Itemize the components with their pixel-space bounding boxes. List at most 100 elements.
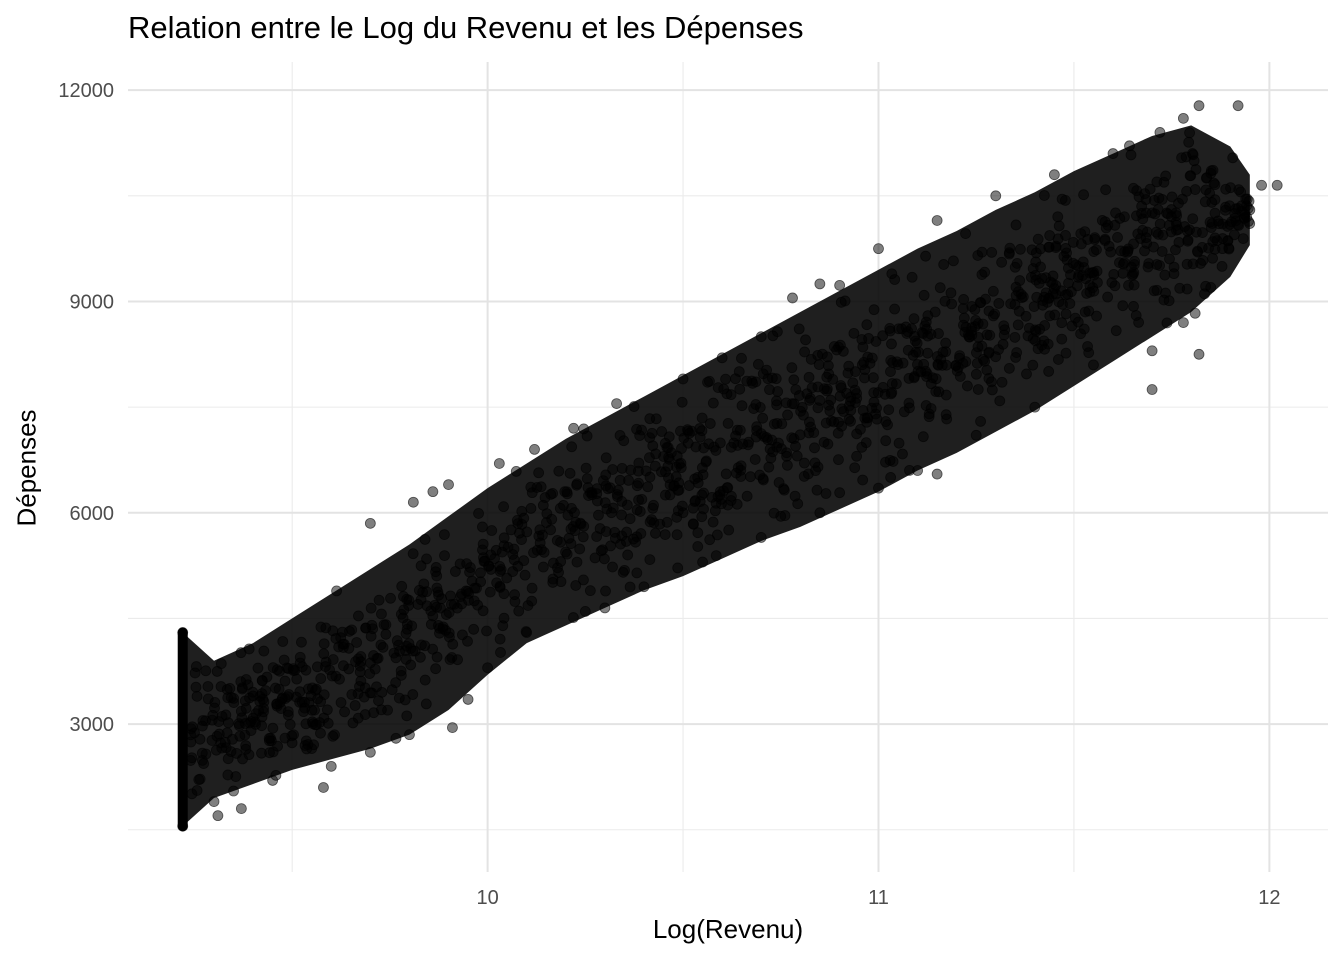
data-point — [339, 706, 350, 718]
data-point — [349, 700, 361, 711]
data-point — [938, 259, 950, 270]
data-point — [312, 661, 323, 673]
data-point — [1149, 208, 1161, 220]
data-point — [579, 605, 591, 617]
data-point — [344, 625, 355, 637]
data-point — [390, 677, 402, 689]
data-point — [780, 397, 792, 409]
data-point — [631, 504, 643, 516]
data-point — [662, 460, 674, 472]
data-point — [1029, 401, 1041, 413]
x-axis-tick-labels: 10 11 12 — [476, 887, 1280, 909]
data-point — [885, 472, 897, 483]
data-point — [902, 344, 914, 356]
data-point — [998, 329, 1010, 341]
data-point — [741, 490, 753, 502]
data-point — [960, 228, 971, 239]
data-point — [325, 760, 337, 772]
data-point — [1209, 179, 1221, 191]
data-point — [1164, 253, 1175, 265]
data-point — [1220, 183, 1232, 195]
data-point — [1014, 275, 1026, 286]
data-point — [372, 652, 384, 664]
data-point — [622, 549, 634, 561]
data-point — [986, 246, 998, 258]
data-point — [219, 737, 231, 748]
data-point — [267, 722, 279, 734]
data-point — [287, 663, 299, 675]
data-point — [793, 323, 805, 335]
data-point — [1036, 339, 1048, 351]
data-point — [993, 298, 1005, 309]
data-point — [1193, 100, 1205, 112]
data-point — [303, 683, 314, 695]
data-point — [997, 338, 1009, 350]
data-point — [321, 704, 333, 716]
data-point — [624, 581, 636, 593]
data-point — [886, 268, 898, 280]
data-point — [452, 654, 463, 666]
data-point — [1271, 179, 1283, 191]
data-point — [808, 427, 820, 438]
data-point — [851, 428, 863, 440]
data-point — [407, 548, 419, 560]
data-point — [482, 662, 494, 674]
data-point — [497, 620, 509, 632]
data-point — [628, 533, 639, 545]
data-point — [315, 621, 327, 633]
x-tick-label: 10 — [476, 887, 498, 909]
data-point — [494, 560, 506, 572]
data-point — [1207, 164, 1219, 176]
data-point — [616, 496, 628, 507]
data-point — [646, 514, 657, 525]
data-point — [566, 502, 577, 514]
data-point — [773, 477, 785, 488]
data-point — [365, 687, 376, 699]
x-axis-title: Log(Revenu) — [652, 914, 804, 944]
data-point — [671, 529, 683, 541]
data-point — [734, 424, 746, 436]
data-point — [360, 622, 372, 634]
data-point — [787, 292, 798, 304]
data-point — [1197, 227, 1208, 238]
data-point — [614, 474, 626, 486]
data-point — [284, 719, 296, 730]
data-point — [394, 645, 405, 657]
data-point — [856, 441, 868, 453]
data-point — [917, 431, 929, 443]
data-point — [311, 719, 322, 731]
data-point — [1159, 269, 1171, 281]
data-point — [464, 562, 476, 573]
data-point — [868, 304, 880, 316]
y-tick-label: 9000 — [70, 291, 115, 313]
data-point — [958, 319, 969, 331]
data-point — [722, 417, 734, 429]
data-point — [606, 507, 617, 519]
data-point — [1043, 366, 1055, 377]
data-point — [234, 730, 246, 742]
data-point — [833, 454, 844, 466]
data-point — [811, 484, 823, 496]
data-point — [198, 758, 210, 770]
data-point — [1099, 235, 1111, 246]
data-point — [368, 707, 380, 719]
data-point — [745, 471, 756, 483]
data-point — [526, 582, 538, 594]
data-point — [215, 658, 227, 670]
data-point — [851, 450, 863, 462]
data-point — [975, 415, 986, 427]
data-point — [243, 643, 255, 655]
data-point — [306, 704, 318, 716]
data-point — [884, 454, 896, 466]
data-point — [486, 525, 498, 536]
data-point — [327, 654, 339, 665]
data-point — [593, 509, 604, 521]
data-point — [730, 373, 741, 385]
data-point — [752, 358, 764, 370]
data-point — [516, 534, 527, 545]
data-point — [1088, 269, 1100, 281]
data-point — [755, 532, 767, 543]
data-point — [1056, 333, 1068, 345]
data-point — [1207, 236, 1219, 247]
data-point — [483, 560, 495, 572]
